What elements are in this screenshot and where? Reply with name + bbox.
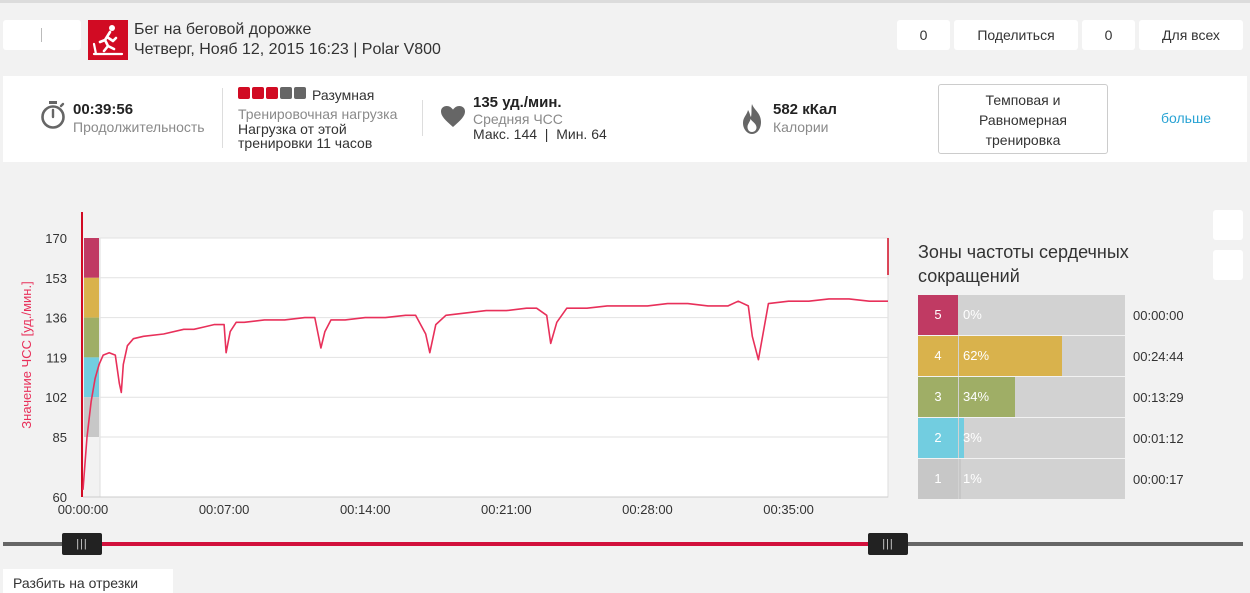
zone-number: 1 [918,459,958,499]
hr-zones-title: Зоны частоты сердечных сокращений [918,242,1129,286]
range-selection [100,542,870,546]
zone-bar [959,336,1062,376]
zone-time: 00:00:00 [1133,308,1184,323]
y-tick-label: 102 [45,390,67,405]
range-start-handle[interactable]: ||| [62,533,102,555]
zone-time: 00:13:29 [1133,390,1184,405]
x-tick-label: 00:00:00 [58,502,109,517]
duration-value: 00:39:56 [73,101,134,118]
range-end-handle[interactable]: ||| [868,533,908,555]
privacy-button[interactable]: Для всех [1139,20,1243,50]
zone-percent: 3% [963,430,982,445]
workout-title: Бег на беговой дорожке [134,21,312,38]
flame-icon [741,103,763,140]
zone-row-5: 5 0% [918,295,1125,335]
calories-value: 582 кКал [773,101,837,118]
zone-bar [959,418,964,458]
training-load-square [252,87,264,99]
top-divider [0,0,1250,3]
x-tick-label: 00:28:00 [622,502,673,517]
summary-divider [422,100,423,136]
avg-hr-label: Средняя ЧСС [473,111,563,127]
y-tick-label: 60 [53,490,67,505]
x-tick-label: 00:21:00 [481,502,532,517]
avg-hr-value: 135 уд./мин. [473,94,562,111]
plot-area [99,237,889,498]
chart-option-button[interactable] [1213,250,1243,280]
summary-divider [222,88,223,148]
duration-label: Продолжительность [73,119,205,135]
zone-number: 5 [918,295,958,335]
zone-time: 00:01:12 [1133,431,1184,446]
heart-icon [440,105,466,133]
training-load-text-2: тренировки 11 часов [238,135,373,151]
zone-row-3: 3 34% [918,377,1125,417]
y-tick-label: 153 [45,271,67,286]
x-tick-label: 00:07:00 [199,502,250,517]
zone-number: 2 [918,418,958,458]
summary-bar: 00:39:56 Продолжительность Разумная Трен… [3,76,1247,162]
back-button[interactable] [3,20,81,50]
split-laps-button[interactable]: Разбить на отрезки [3,569,173,593]
y-tick-label: 119 [46,350,67,365]
training-load-square [266,87,278,99]
training-type-line-1: Темповая и [985,92,1061,108]
treadmill-running-icon [88,20,128,60]
zone-time: 00:24:44 [1133,349,1184,364]
training-load-square [280,87,292,99]
chart-option-button[interactable] [1213,210,1243,240]
zone-percent: 62% [963,348,990,363]
like-count-button[interactable]: 0 [897,20,950,50]
zone-number: 3 [918,377,958,417]
y-axis-label: Значение ЧСС [уд./мин.] [19,281,34,428]
share-button[interactable]: Поделиться [954,20,1078,50]
zone-band-2 [84,357,99,398]
y-tick-label: 85 [53,430,67,445]
back-divider [41,28,42,42]
training-type-line-2: Равномерная [979,112,1067,128]
zone-band-4 [84,277,99,318]
x-tick-label: 00:14:00 [340,502,391,517]
more-link[interactable]: больше [1161,110,1211,126]
zone-bar [959,377,1015,417]
zone-number: 4 [918,336,958,376]
zone-band-3 [84,317,99,358]
zone-percent: 0% [963,307,982,322]
zone-row-1: 1 1% [918,459,1125,499]
stopwatch-icon [40,100,66,135]
zone-row-2: 2 3% [918,418,1125,458]
heart-rate-series-line [82,298,888,490]
training-type-button[interactable]: Темповая и Равномерная тренировка [938,84,1108,154]
y-tick-label: 170 [45,231,67,246]
training-load-text-1: Нагрузка от этой [238,121,347,137]
zone-bar [959,459,961,499]
zone-percent: 1% [963,471,982,486]
zone-time: 00:00:17 [1133,472,1184,487]
comment-count-button[interactable]: 0 [1082,20,1135,50]
training-type-line-3: тренировка [985,132,1061,148]
y-tick-label: 136 [45,311,67,326]
training-load-square [294,87,306,99]
hr-max-min: Макс. 144 | Мин. 64 [473,126,607,142]
zone-band-5 [84,238,99,278]
workout-subtitle: Четверг, Нояб 12, 2015 16:23 | Polar V80… [134,41,441,58]
x-tick-label: 00:35:00 [763,502,814,517]
training-load-level: Разумная [312,87,375,103]
zone-percent: 34% [963,389,990,404]
calories-label: Калории [773,119,829,135]
training-load-label: Тренировочная нагрузка [238,106,398,122]
training-load-square [238,87,250,99]
zone-row-4: 4 62% [918,336,1125,376]
